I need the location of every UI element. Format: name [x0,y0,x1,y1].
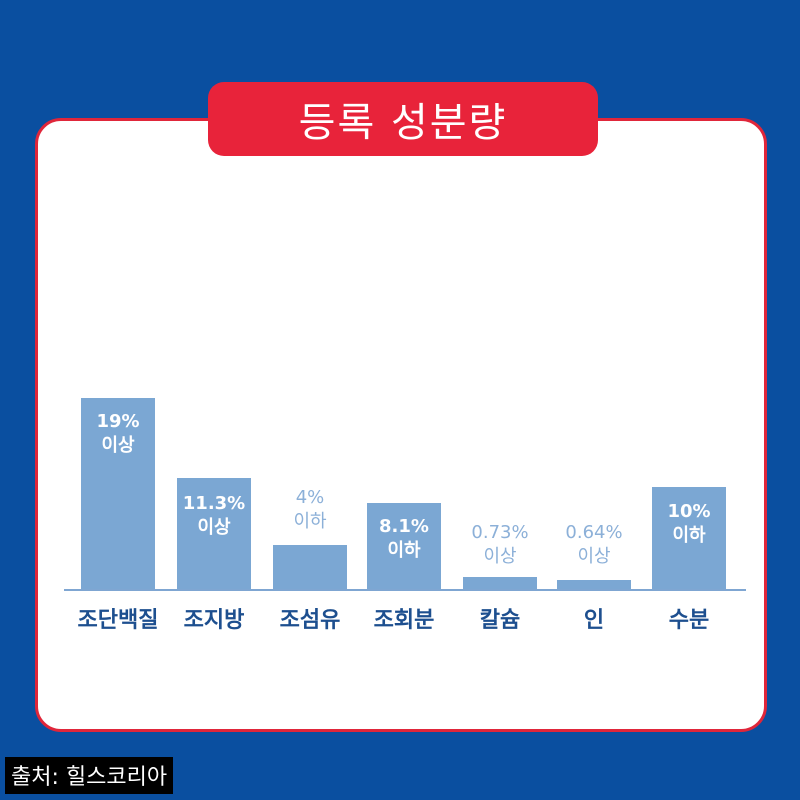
bar-crude-fat [177,478,251,589]
bar-moisture [652,487,726,589]
bar-crude-ash [367,503,441,589]
category-phosphorus: 인 [583,608,605,633]
category-crude-fiber: 조섬유 [279,608,341,633]
bar-label-crude-protein: 19% 이상 [96,411,140,456]
category-calcium: 칼슘 [479,608,521,633]
title-banner: 등록 성분량 [208,82,598,156]
category-crude-ash: 조회분 [373,608,435,633]
chart-title: 등록 성분량 [298,100,508,146]
chart-card [35,118,767,732]
bar-label-crude-fat: 11.3% 이상 [182,493,246,538]
bar-label-calcium: 0.73% 이상 [471,522,529,567]
bar-label-phosphorus: 0.64% 이상 [565,522,623,567]
category-crude-fat: 조지방 [183,608,245,633]
category-crude-protein: 조단백질 [77,608,159,633]
chart-baseline [64,589,746,591]
bar-label-crude-ash: 8.1% 이하 [379,516,429,561]
bar-calcium [463,577,537,589]
bar-crude-protein [81,398,155,589]
source-caption: 출처: 힐스코리아 [5,757,174,794]
bar-label-crude-fiber: 4% 이하 [293,487,327,532]
category-moisture: 수분 [668,608,710,633]
bar-phosphorus [557,580,631,589]
bar-crude-fiber [273,545,347,589]
bar-label-moisture: 10% 이하 [667,501,711,546]
